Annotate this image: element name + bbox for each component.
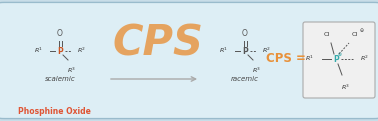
Text: $R^1$: $R^1$: [34, 45, 43, 55]
Text: O: O: [57, 30, 63, 38]
Text: P: P: [57, 46, 63, 56]
Text: O: O: [242, 30, 248, 38]
Text: $R^3$: $R^3$: [341, 83, 350, 92]
Text: $R^1$: $R^1$: [219, 45, 228, 55]
Text: Cl: Cl: [324, 31, 330, 37]
Text: $R^2$: $R^2$: [360, 53, 369, 63]
Text: P: P: [242, 46, 248, 56]
Text: $R^3$: $R^3$: [67, 66, 77, 75]
Text: Cl: Cl: [352, 31, 358, 37]
Text: CPS: CPS: [113, 22, 203, 64]
Text: P: P: [333, 54, 339, 64]
Text: scalemic: scalemic: [45, 76, 75, 82]
FancyBboxPatch shape: [0, 2, 378, 119]
Text: $R^2$: $R^2$: [77, 45, 86, 55]
Text: $R^3$: $R^3$: [253, 66, 262, 75]
Text: ⊕: ⊕: [338, 52, 342, 57]
Text: Phosphine Oxide: Phosphine Oxide: [18, 106, 91, 116]
Text: $R^2$: $R^2$: [262, 45, 271, 55]
Text: ⊖: ⊖: [360, 27, 364, 33]
Text: CPS =: CPS =: [266, 53, 306, 65]
Text: $R^1$: $R^1$: [305, 53, 314, 63]
Text: racemic: racemic: [231, 76, 259, 82]
FancyBboxPatch shape: [303, 22, 375, 98]
